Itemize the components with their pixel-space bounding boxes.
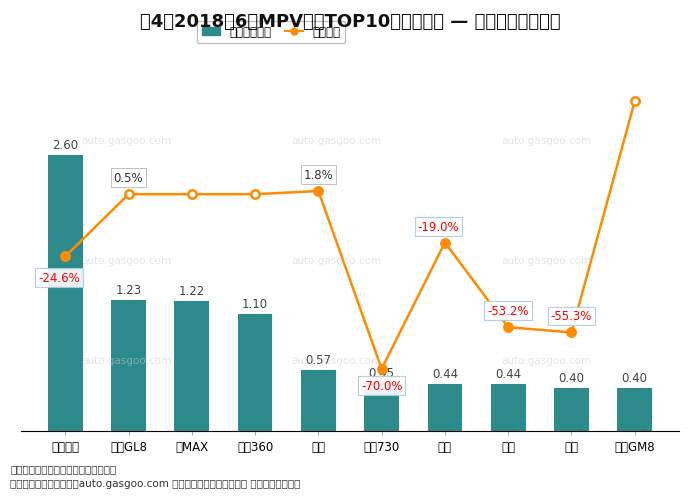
Text: 图4、2018年6月MPV市场TOP10销量排行榜 — 【盖世汽车整理】: 图4、2018年6月MPV市场TOP10销量排行榜 — 【盖世汽车整理】: [140, 13, 560, 31]
Text: auto.gasgoo.com: auto.gasgoo.com: [81, 135, 171, 145]
Text: 0.57: 0.57: [305, 353, 331, 366]
Text: 0.5%: 0.5%: [113, 172, 144, 185]
Text: auto.gasgoo.com: auto.gasgoo.com: [291, 356, 381, 366]
Bar: [48, 155, 83, 431]
Bar: [617, 388, 652, 431]
Bar: [238, 314, 272, 431]
Text: auto.gasgoo.com: auto.gasgoo.com: [501, 256, 591, 266]
Text: 0.40: 0.40: [559, 371, 584, 384]
Text: -24.6%: -24.6%: [38, 272, 80, 285]
Bar: [364, 383, 399, 431]
Bar: [491, 384, 526, 431]
Text: auto.gasgoo.com: auto.gasgoo.com: [291, 135, 381, 145]
Bar: [301, 370, 336, 431]
Text: 1.8%: 1.8%: [304, 169, 333, 182]
Text: 1.22: 1.22: [178, 285, 205, 298]
Text: 1.10: 1.10: [242, 297, 268, 310]
Text: -19.0%: -19.0%: [418, 220, 459, 233]
Text: -70.0%: -70.0%: [361, 379, 402, 392]
Text: auto.gasgoo.com: auto.gasgoo.com: [291, 256, 381, 266]
Text: -55.3%: -55.3%: [551, 310, 592, 323]
Text: 0.40: 0.40: [622, 371, 648, 384]
Bar: [428, 384, 462, 431]
Text: 注：上市未满一年车型无同比变化数据: 注：上市未满一年车型无同比变化数据: [10, 463, 117, 473]
Text: auto.gasgoo.com: auto.gasgoo.com: [81, 256, 171, 266]
Text: 【盖世汽车】官方整理：auto.gasgoo.com 权威汽车车型数据解说平台 数据来源：乘联会: 【盖世汽车】官方整理：auto.gasgoo.com 权威汽车车型数据解说平台 …: [10, 478, 301, 488]
Text: auto.gasgoo.com: auto.gasgoo.com: [501, 356, 591, 366]
Legend: 销量（万辆）, 同比变化: 销量（万辆）, 同比变化: [197, 22, 345, 44]
Text: 2.60: 2.60: [52, 138, 78, 151]
Text: 0.44: 0.44: [432, 367, 458, 380]
Text: 0.45: 0.45: [369, 366, 395, 379]
Bar: [174, 302, 209, 431]
Text: auto.gasgoo.com: auto.gasgoo.com: [81, 356, 171, 366]
Bar: [111, 301, 146, 431]
Bar: [554, 388, 589, 431]
Text: 1.23: 1.23: [116, 284, 141, 296]
Text: auto.gasgoo.com: auto.gasgoo.com: [501, 135, 591, 145]
Text: 0.44: 0.44: [495, 367, 522, 380]
Text: -53.2%: -53.2%: [487, 305, 529, 318]
